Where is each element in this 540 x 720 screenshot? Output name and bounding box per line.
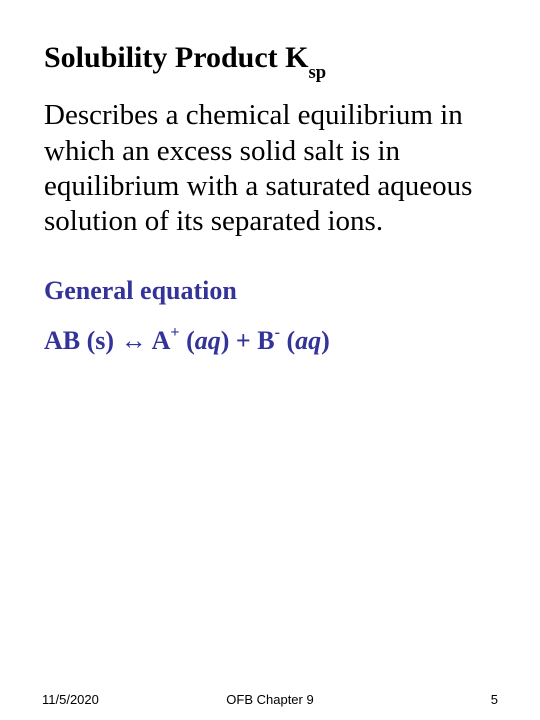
eq-lhs: AB (s): [44, 326, 121, 355]
general-equation: AB (s) ↔ A+ (aq) + B- (aq): [44, 324, 496, 358]
eq-b-superscript: -: [275, 324, 280, 341]
eq-aq1: aq: [195, 326, 221, 355]
slide-title: Solubility Product Ksp: [44, 40, 496, 80]
slide-content: Solubility Product Ksp Describes a chemi…: [0, 0, 540, 358]
eq-a-state-close: ) + B: [221, 326, 275, 355]
eq-b-state-close: ): [321, 326, 330, 355]
title-main: Solubility Product K: [44, 41, 309, 74]
title-subscript: sp: [309, 62, 327, 83]
footer-page-number: 5: [491, 692, 498, 707]
eq-b-state-open: (: [280, 326, 295, 355]
body-paragraph: Describes a chemical equilibrium in whic…: [44, 98, 496, 240]
eq-a-state-open: (: [180, 326, 195, 355]
eq-a-superscript: +: [170, 324, 179, 341]
eq-arrow: ↔: [121, 326, 147, 355]
eq-aq2: aq: [295, 326, 321, 355]
eq-a: A: [147, 326, 171, 355]
subheading: General equation: [44, 276, 496, 306]
footer-center: OFB Chapter 9: [0, 692, 540, 707]
